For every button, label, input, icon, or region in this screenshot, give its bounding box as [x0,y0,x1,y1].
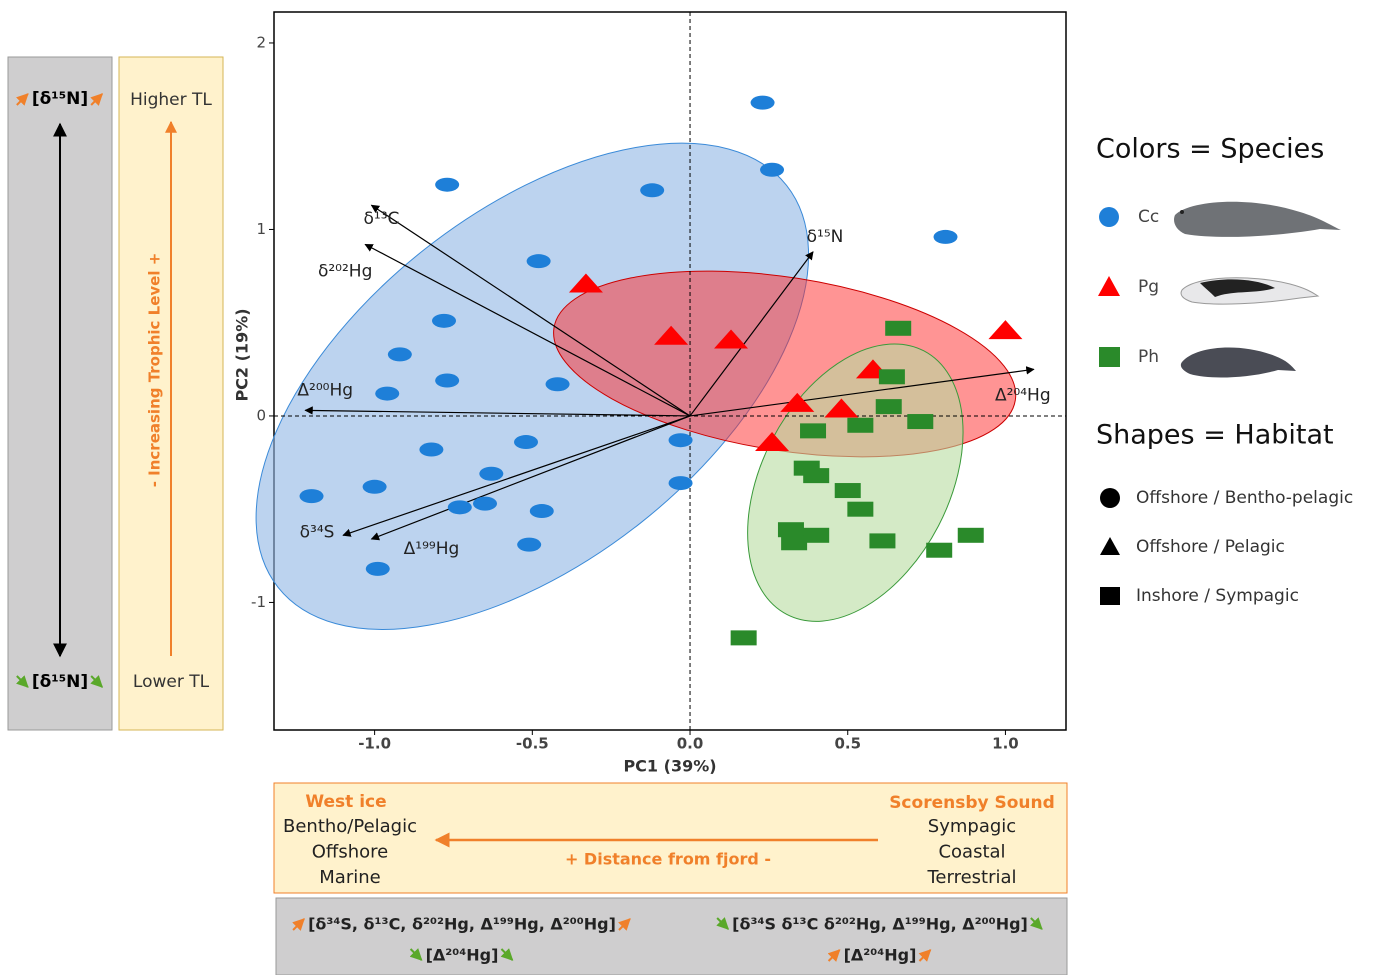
trophic-bottom: Lower TL [133,672,210,692]
x-tick-label: -0.5 [516,735,549,753]
point [847,502,873,517]
trophic-axis-label: - Increasing Trophic Level + [146,253,164,488]
point [876,399,902,414]
trophic-top: Higher TL [130,90,212,110]
east-line: Coastal [938,842,1005,863]
point [530,504,554,518]
point [926,543,952,558]
point [366,562,390,576]
legend-swatch [1099,347,1120,367]
point [800,423,826,438]
legend-label: Ph [1138,347,1159,367]
point [435,178,459,192]
west-line: Bentho/Pelagic [283,816,417,837]
isotope-line: [Δ²⁰⁴Hg] [844,946,917,965]
point [473,497,497,511]
habitat-label: Offshore / Pelagic [1136,537,1285,557]
isotope-line: [Δ²⁰⁴Hg] [426,946,499,965]
loading-label: Δ²⁰⁴Hg [995,385,1051,405]
point [375,387,399,401]
loading-label: Δ²⁰⁰Hg [297,380,353,400]
loading-label: δ²⁰²Hg [318,261,372,281]
habitat-label: Inshore / Sympagic [1136,586,1299,606]
isotope-panel [276,898,1067,975]
point [527,254,551,268]
isotope-line: [δ³⁴S, δ¹³C, δ²⁰²Hg, Δ¹⁹⁹Hg, Δ²⁰⁰Hg] [308,915,616,934]
east-line: Terrestrial [926,867,1016,888]
seal-ph [1181,347,1296,377]
point [514,435,538,449]
distance-label: + Distance from fjord - [565,850,771,869]
east-line: Sympagic [928,816,1016,837]
legend-swatch [1099,207,1119,227]
point [847,418,873,433]
habitat-swatch [1100,537,1120,555]
habitat-swatch [1100,587,1120,605]
west-title: West ice [305,792,386,812]
loading-label: δ¹⁵N [807,227,844,247]
point [669,476,693,490]
x-tick-label: 1.0 [992,735,1019,753]
west-line: Offshore [312,842,388,863]
point [778,522,804,537]
nitrogen-low: [δ¹⁵N] [32,672,88,692]
y-tick-label: -1 [251,593,266,611]
habitat-label: Offshore / Bentho-pelagic [1136,488,1353,508]
point [300,489,324,503]
seal-pg [1181,278,1318,304]
point [869,533,895,548]
point [640,183,664,197]
seal-cc [1174,202,1341,237]
point [760,163,784,177]
point [432,314,456,328]
point [546,377,570,391]
legend-label: Pg [1138,277,1159,297]
point [958,528,984,543]
y-tick-label: 1 [256,220,266,238]
legend-swatch [1098,276,1120,296]
west-line: Marine [319,867,380,888]
point [479,467,503,481]
point [934,230,958,244]
y-tick-label: 2 [256,33,266,51]
point [388,347,412,361]
point [517,538,541,552]
habitat-swatch [1100,488,1120,508]
loading-label: δ³⁴S [300,522,335,542]
point [419,443,443,457]
point [363,480,387,494]
point [669,433,693,447]
point [731,630,757,645]
shape-legend-title: Shapes = Habitat [1096,420,1334,451]
point [448,500,472,514]
point [803,528,829,543]
x-axis-title: PC1 (39%) [623,757,716,776]
color-legend-title: Colors = Species [1096,134,1324,165]
x-tick-label: 0.0 [677,735,704,753]
point [885,321,911,336]
east-title: Scorensby Sound [889,793,1055,813]
legend-label: Cc [1138,207,1159,227]
point [435,374,459,388]
point [907,414,933,429]
point [835,483,861,498]
x-tick-label: 0.5 [834,735,861,753]
point [751,96,775,110]
point [803,468,829,483]
loading-label: δ¹³C [364,209,400,229]
y-axis-title: PC2 (19%) [233,308,252,401]
figure: [δ¹⁵N] [δ¹⁵N] Higher TL Lower TL - Increasin… [0,0,1377,975]
y-tick-label: 0 [256,406,266,424]
isotope-line: [δ³⁴S δ¹³C δ²⁰²Hg, Δ¹⁹⁹Hg, Δ²⁰⁰Hg] [732,915,1028,934]
x-tick-label: -1.0 [358,735,391,753]
point [879,369,905,384]
loading-label: Δ¹⁹⁹Hg [404,539,460,559]
nitrogen-high: [δ¹⁵N] [32,89,88,109]
